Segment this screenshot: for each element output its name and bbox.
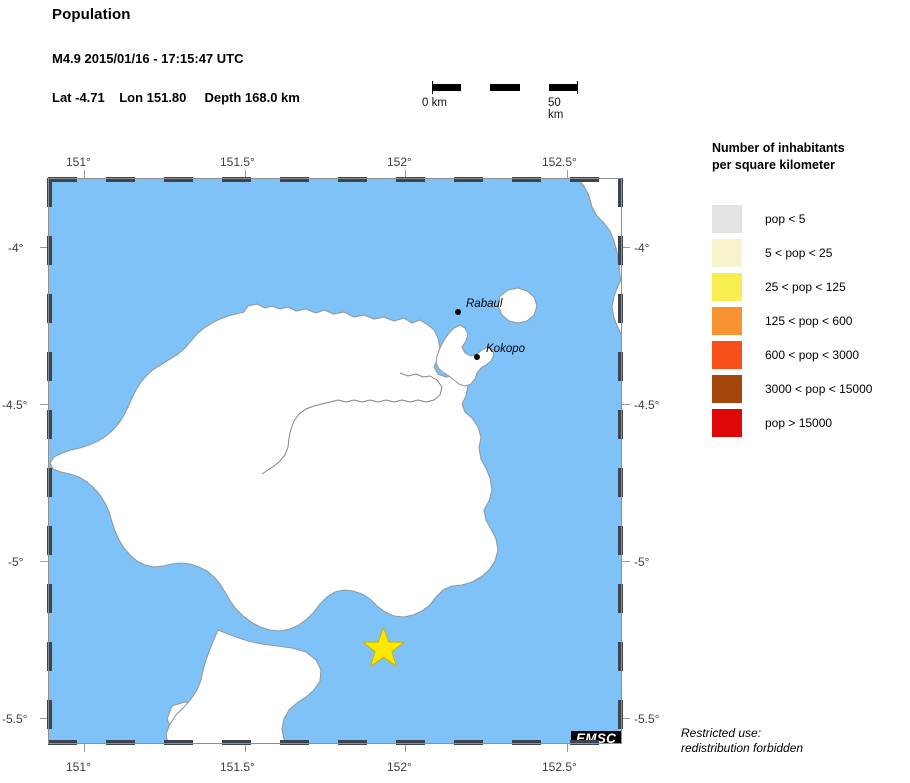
axis-label-top-151: 151° [66,155,91,169]
restricted-use-line2: redistribution forbidden [681,741,804,755]
legend-items: pop < 5 5 < pop < 25 25 < pop < 125 125 … [712,202,907,440]
scale-segment-5 [548,84,578,91]
legend-swatch [712,375,742,403]
page-title: Population [52,6,131,23]
legend-label: 5 < pop < 25 [765,246,833,260]
scale-tick-start [432,81,433,94]
scale-min-label: 0 km [422,97,447,109]
legend-title-line1: Number of inhabitants [712,141,845,155]
scale-segment-1 [432,84,462,91]
legend-title: Number of inhabitants per square kilomet… [712,140,907,174]
legend-label: pop < 5 [765,212,806,226]
land-duke-of-york-island [497,287,538,324]
axis-label-left-4: -4° [8,241,24,255]
axis-label-right-45: -4.5° [634,398,660,412]
axis-label-bottom-1525: 152.5° [542,760,577,774]
legend-label: 3000 < pop < 15000 [765,382,873,396]
axis-tick-right-5 [622,561,630,562]
axis-tick-top-152 [405,170,406,178]
legend-item: 25 < pop < 125 [712,270,907,304]
scale-segment-4 [519,84,549,91]
legend-item: 5 < pop < 25 [712,236,907,270]
restricted-use-note: Restricted use: redistribution forbidden [681,726,803,756]
scale-segment-3 [490,84,520,91]
legend-label: 25 < pop < 125 [765,280,846,294]
legend-swatch [712,409,742,437]
legend-item: pop < 5 [712,202,907,236]
axis-label-right-4: -4° [634,241,650,255]
axis-label-top-1515: 151.5° [220,155,255,169]
event-location-depth: Lat -4.71 Lon 151.80 Depth 168.0 km [52,90,300,105]
axis-label-bottom-151: 151° [66,760,91,774]
axis-tick-right-55 [622,718,630,719]
event-magnitude-time: M4.9 2015/01/16 - 17:15:47 UTC [52,51,244,66]
legend-swatch [712,239,742,267]
axis-tick-left-45 [40,404,48,405]
axis-label-left-5: -5° [8,555,24,569]
scale-segment-2 [461,84,491,91]
city-marker-kokopo[interactable] [474,354,480,360]
land-new-ireland-coast [576,178,622,287]
coastline-vector [49,178,622,744]
restricted-use-line1: Restricted use: [681,726,762,740]
legend-swatch [712,341,742,369]
legend-title-line2: per square kilometer [712,158,835,172]
axis-label-top-1525: 152.5° [542,155,577,169]
city-label-rabaul: Rabaul [466,298,503,310]
axis-tick-right-45 [622,404,630,405]
legend-swatch [712,273,742,301]
legend-item: 3000 < pop < 15000 [712,372,907,406]
legend-item: 600 < pop < 3000 [712,338,907,372]
scale-bar-segments [432,84,578,91]
axis-label-left-45: -4.5° [2,398,28,412]
land-southern-coast [165,629,322,744]
population-map[interactable]: Rabaul Kokopo EMSC [47,177,623,745]
legend-item: 125 < pop < 600 [712,304,907,338]
inland-boundary-line [261,372,443,475]
scale-tick-end [577,81,578,94]
axis-tick-left-4 [40,247,48,248]
axis-tick-bottom-1515 [245,744,246,752]
scale-max-label: 50 km [548,97,564,121]
legend-item: pop > 15000 [712,406,907,440]
legend-swatch [712,307,742,335]
axis-tick-bottom-1525 [567,744,568,752]
land-new-britain [49,303,499,632]
land-gazelle-peninsula [435,324,495,387]
axis-tick-top-1525 [567,170,568,178]
legend-swatch [712,205,742,233]
axis-label-bottom-1515: 151.5° [220,760,255,774]
axis-label-right-55: -5.5° [634,712,660,726]
scale-bar: 0 km 50 km [422,81,578,124]
legend-label: 600 < pop < 3000 [765,348,860,362]
axis-tick-top-151 [84,170,85,178]
map-canvas[interactable]: Rabaul Kokopo EMSC [48,178,622,744]
legend-label: 125 < pop < 600 [765,314,853,328]
map-frame-edge-top [48,177,622,182]
axis-label-top-152: 152° [387,155,412,169]
axis-tick-left-55 [40,718,48,719]
map-frame-edge-right [618,178,623,744]
axis-tick-right-4 [622,247,630,248]
axis-tick-top-1515 [245,170,246,178]
axis-label-left-55: -5.5° [2,712,28,726]
map-frame-edge-left [47,178,52,744]
axis-label-right-5: -5° [634,555,650,569]
legend-label: pop > 15000 [765,416,833,430]
axis-label-bottom-152: 152° [387,760,412,774]
legend: Number of inhabitants per square kilomet… [712,140,907,440]
axis-tick-left-5 [40,561,48,562]
axis-tick-bottom-152 [405,744,406,752]
city-marker-rabaul[interactable] [455,309,461,315]
map-frame-edge-bottom [48,740,622,745]
city-label-kokopo: Kokopo [486,343,526,355]
axis-tick-bottom-151 [84,744,85,752]
epicenter-star-icon[interactable] [361,626,406,671]
